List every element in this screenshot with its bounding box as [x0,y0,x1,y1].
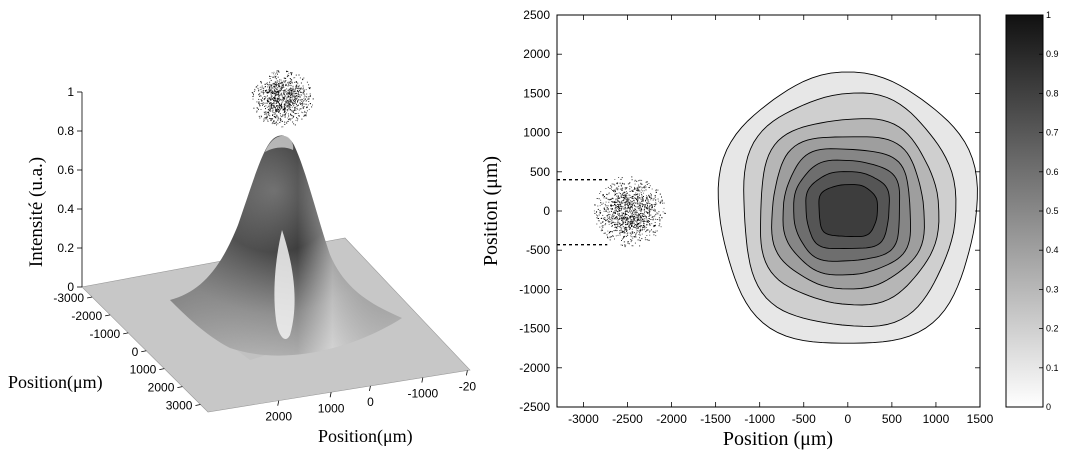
front-tick-label: 0 [367,395,374,409]
x-tick-label: -2500 [612,412,643,426]
left-tick-mark [87,296,93,299]
left-tick-mark [123,332,129,335]
y-tick-label: -1500 [519,322,550,336]
x-tick-label: 0 [844,412,851,426]
front-axis-label: Position(μm) [318,426,413,447]
colorbar-tick-label: 0.8 [1046,88,1059,98]
y-tick-label: 500 [530,165,550,179]
x-tick-label: -3000 [568,412,599,426]
colorbar-tick-label: 0.6 [1046,167,1059,177]
z-axis-label: Intensité (u.a.) [26,157,47,267]
y-tick-label: 2000 [523,47,550,61]
left-tick-mark [195,404,201,406]
left-axis-label: Position(μm) [8,372,103,393]
x-tick-label: -1500 [700,412,731,426]
contour-plot: -3000 -2500 -2000 -1500 -1000 -500 0 500 1000 150… [480,8,1059,450]
x-tick-label: -1000 [744,412,775,426]
colorbar-tick-label: 0.9 [1046,49,1059,59]
left-tick-label: -2000 [71,309,102,323]
speckle-image-contour [593,176,666,248]
x-tick-label: 1500 [967,412,994,426]
speckle-guide-lines [557,178,608,246]
colorbar-tick-label: 0.4 [1046,245,1059,255]
left-tick-label: 0 [132,345,139,359]
x-tick-label: 500 [882,412,902,426]
left-tick-mark [159,368,165,371]
left-tick-mark [177,386,183,388]
y-tick-label: 2500 [523,8,550,22]
left-tick-label: 3000 [166,399,193,413]
colorbar-tick-label: 0.1 [1046,363,1059,373]
z-axis-ticks: 0 0.2 0.4 0.6 0.8 1 [57,85,82,294]
contour-levels [717,71,978,344]
front-tick-mark [421,377,424,383]
colorbar-ticks: 0 0.1 0.2 0.3 0.4 0.5 0.6 0.7 0.8 0.9 1 [1039,10,1059,412]
colorbar-tick-label: 0.2 [1046,324,1059,334]
front-tick-mark [329,392,332,398]
surface-plot: 0 0.2 0.4 0.6 0.8 1 -3000 -2000 -1000 0 1000 2000 3… [8,70,476,447]
z-tick-label: 0.4 [57,202,74,216]
front-tick-label: 2000 [265,410,292,424]
front-tick-label: -1000 [407,387,438,401]
front-tick-mark [465,370,468,376]
colorbar-tick-label: 1 [1046,10,1051,20]
y-tick-label: 1000 [523,126,550,140]
y-axis-ticks: 2500 2000 1500 1000 500 0 -500 -1000 -1500 -2000 -… [519,8,980,414]
left-tick-label: -1000 [89,327,120,341]
contour-level-8 [818,184,878,238]
y-tick-label: -2000 [519,361,550,375]
y-axis-label: Position (μm) [480,156,502,266]
left-tick-label: 2000 [148,381,175,395]
z-tick-label: 0.8 [57,124,74,138]
y-tick-label: 1500 [523,86,550,100]
z-tick-label: 0 [67,280,74,294]
left-tick-mark [105,314,111,317]
x-tick-label: -500 [792,412,816,426]
front-tick-label: 1000 [318,401,345,415]
x-axis-ticks: -3000 -2500 -2000 -1500 -1000 -500 0 500 1000 150… [568,15,994,426]
colorbar [1005,14,1044,408]
y-tick-label: -500 [526,243,550,257]
z-tick-label: 1 [67,85,74,99]
left-tick-mark [141,350,147,353]
colorbar-tick-label: 0.7 [1046,128,1059,138]
surface-peak-bright-ridge [274,230,295,340]
front-tick-mark [277,400,280,406]
front-tick-mark [369,385,371,392]
left-axis-ticks: -3000 -2000 -1000 0 1000 2000 3000 [53,291,201,413]
z-tick-label: 0.2 [57,241,74,255]
y-tick-label: -2500 [519,400,550,414]
y-tick-label: 0 [543,204,550,218]
x-axis-label: Position (μm) [723,428,833,450]
x-tick-label: -2000 [656,412,687,426]
speckle-image-surface [251,70,314,128]
z-tick-label: 0.6 [57,163,74,177]
x-tick-label: 1000 [923,412,950,426]
front-tick-label: -20 [459,379,477,393]
front-axis-ticks: 2000 1000 0 -1000 -20 [265,370,477,424]
y-tick-label: -1000 [519,282,550,296]
surface-peak-top [265,135,294,152]
left-tick-label: 1000 [130,363,157,377]
colorbar-tick-label: 0.3 [1046,284,1059,294]
colorbar-tick-label: 0.5 [1046,206,1059,216]
colorbar-tick-label: 0 [1046,402,1051,412]
left-tick-label: -3000 [53,291,84,305]
